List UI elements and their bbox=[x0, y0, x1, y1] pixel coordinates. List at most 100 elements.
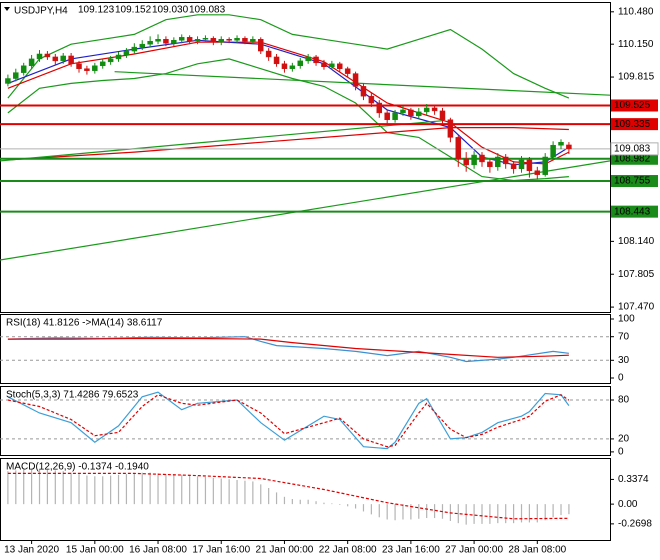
x-tick-label: 17 Jan 16:00 bbox=[192, 545, 250, 556]
header-value: 109.152 bbox=[115, 5, 152, 16]
current-price-label: 109.083 bbox=[614, 143, 651, 154]
level-label: 109.525 bbox=[614, 100, 651, 111]
histogram-bar bbox=[31, 469, 33, 505]
histogram-bar bbox=[23, 469, 25, 505]
indicator-line bbox=[0, 160, 611, 261]
histogram-bar bbox=[38, 468, 41, 505]
histogram-bar bbox=[236, 479, 238, 505]
panel-title: USDJPY,H4 bbox=[14, 6, 68, 17]
histogram-bar bbox=[268, 488, 270, 505]
histogram-bar bbox=[70, 472, 72, 505]
x-tick-label: 15 Jan 00:00 bbox=[66, 545, 124, 556]
oscillator-line bbox=[7, 337, 569, 358]
histogram-bar bbox=[204, 477, 207, 505]
histogram-bar bbox=[133, 473, 135, 505]
histogram-bar bbox=[46, 469, 49, 505]
histogram-bar bbox=[117, 474, 120, 505]
y-tick-label: 100 bbox=[618, 314, 635, 325]
candle-body bbox=[439, 110, 446, 120]
candle-body bbox=[99, 61, 106, 67]
candle-body bbox=[234, 38, 240, 41]
x-tick-label: 23 Jan 16:00 bbox=[382, 545, 440, 556]
candle-body bbox=[218, 39, 224, 43]
candle-body bbox=[281, 63, 288, 69]
candle-body bbox=[36, 53, 43, 60]
candle-body bbox=[305, 56, 311, 62]
candle-body bbox=[178, 37, 185, 41]
histogram-bar bbox=[7, 471, 9, 505]
candle-body bbox=[5, 78, 11, 84]
histogram-bar bbox=[157, 473, 159, 505]
candle-body bbox=[408, 109, 414, 117]
candle-body bbox=[518, 159, 525, 170]
candle-body bbox=[139, 43, 145, 48]
level-label-box bbox=[611, 118, 658, 131]
y-tick-label: 110.150 bbox=[618, 39, 654, 50]
current-price-box bbox=[610, 142, 659, 156]
y-tick-label: 70 bbox=[618, 331, 630, 342]
oscillator-line bbox=[7, 336, 569, 363]
level-label: 108.443 bbox=[614, 206, 651, 217]
candle-body bbox=[534, 170, 541, 175]
x-tick-label: 27 Jan 00:00 bbox=[445, 545, 503, 556]
histogram-bar bbox=[220, 478, 222, 505]
y-tick-label: 30 bbox=[618, 355, 630, 366]
y-tick-label: 107.470 bbox=[618, 302, 655, 313]
candle-body bbox=[368, 95, 375, 104]
histogram-bar bbox=[15, 470, 17, 505]
y-tick-label: 20 bbox=[618, 434, 630, 445]
x-tick-label: 16 Jan 08:00 bbox=[129, 545, 187, 556]
candle-body bbox=[273, 56, 280, 65]
histogram-bar bbox=[165, 474, 167, 505]
histogram-bar bbox=[275, 492, 278, 505]
y-tick-label: -0.2698 bbox=[618, 519, 652, 530]
level-label-box bbox=[611, 175, 658, 188]
histogram-bar bbox=[528, 504, 531, 523]
histogram-bar bbox=[386, 504, 388, 520]
indicator-line bbox=[7, 58, 569, 182]
x-tick-label: 21 Jan 00:00 bbox=[256, 545, 314, 556]
histogram-bar bbox=[260, 484, 262, 505]
histogram-bar bbox=[433, 504, 436, 519]
histogram-bar bbox=[228, 479, 230, 505]
histogram-bar bbox=[62, 471, 64, 505]
histogram-bar bbox=[481, 504, 483, 524]
histogram-bar bbox=[370, 504, 372, 515]
histogram-bar bbox=[354, 504, 357, 509]
candle-body bbox=[416, 111, 422, 117]
histogram-bar bbox=[315, 501, 317, 505]
histogram-bar bbox=[513, 504, 515, 524]
histogram-bar bbox=[149, 472, 151, 505]
histogram-bar bbox=[568, 504, 570, 515]
histogram-bar bbox=[189, 475, 191, 505]
candle-body bbox=[250, 39, 256, 42]
signal-line bbox=[7, 472, 569, 520]
y-tick-label: 0 bbox=[618, 373, 624, 384]
candle-body bbox=[84, 68, 90, 71]
candle-body bbox=[28, 58, 35, 67]
header-value: 109.123 bbox=[78, 5, 115, 16]
oscillator-line bbox=[7, 394, 570, 448]
candle-body bbox=[455, 137, 462, 160]
histogram-bar bbox=[110, 475, 112, 505]
panel-frame bbox=[0, 314, 611, 384]
candle-body bbox=[194, 39, 201, 42]
candle-body bbox=[526, 159, 533, 171]
candle-body bbox=[123, 50, 130, 56]
candle-body bbox=[360, 86, 367, 97]
histogram-bar bbox=[362, 504, 365, 512]
candle-body bbox=[20, 65, 27, 73]
histogram-bar bbox=[497, 504, 499, 524]
histogram-bar bbox=[489, 504, 491, 524]
histogram-bar bbox=[299, 499, 301, 505]
histogram-bar bbox=[426, 504, 428, 519]
candle-body bbox=[52, 56, 59, 62]
candle-body bbox=[202, 38, 209, 40]
x-tick-label: 28 Jan 08:00 bbox=[508, 545, 566, 556]
candle-body bbox=[13, 72, 19, 79]
histogram-bar bbox=[181, 474, 183, 505]
y-tick-label: 80 bbox=[618, 395, 630, 406]
candle-body bbox=[423, 107, 430, 113]
